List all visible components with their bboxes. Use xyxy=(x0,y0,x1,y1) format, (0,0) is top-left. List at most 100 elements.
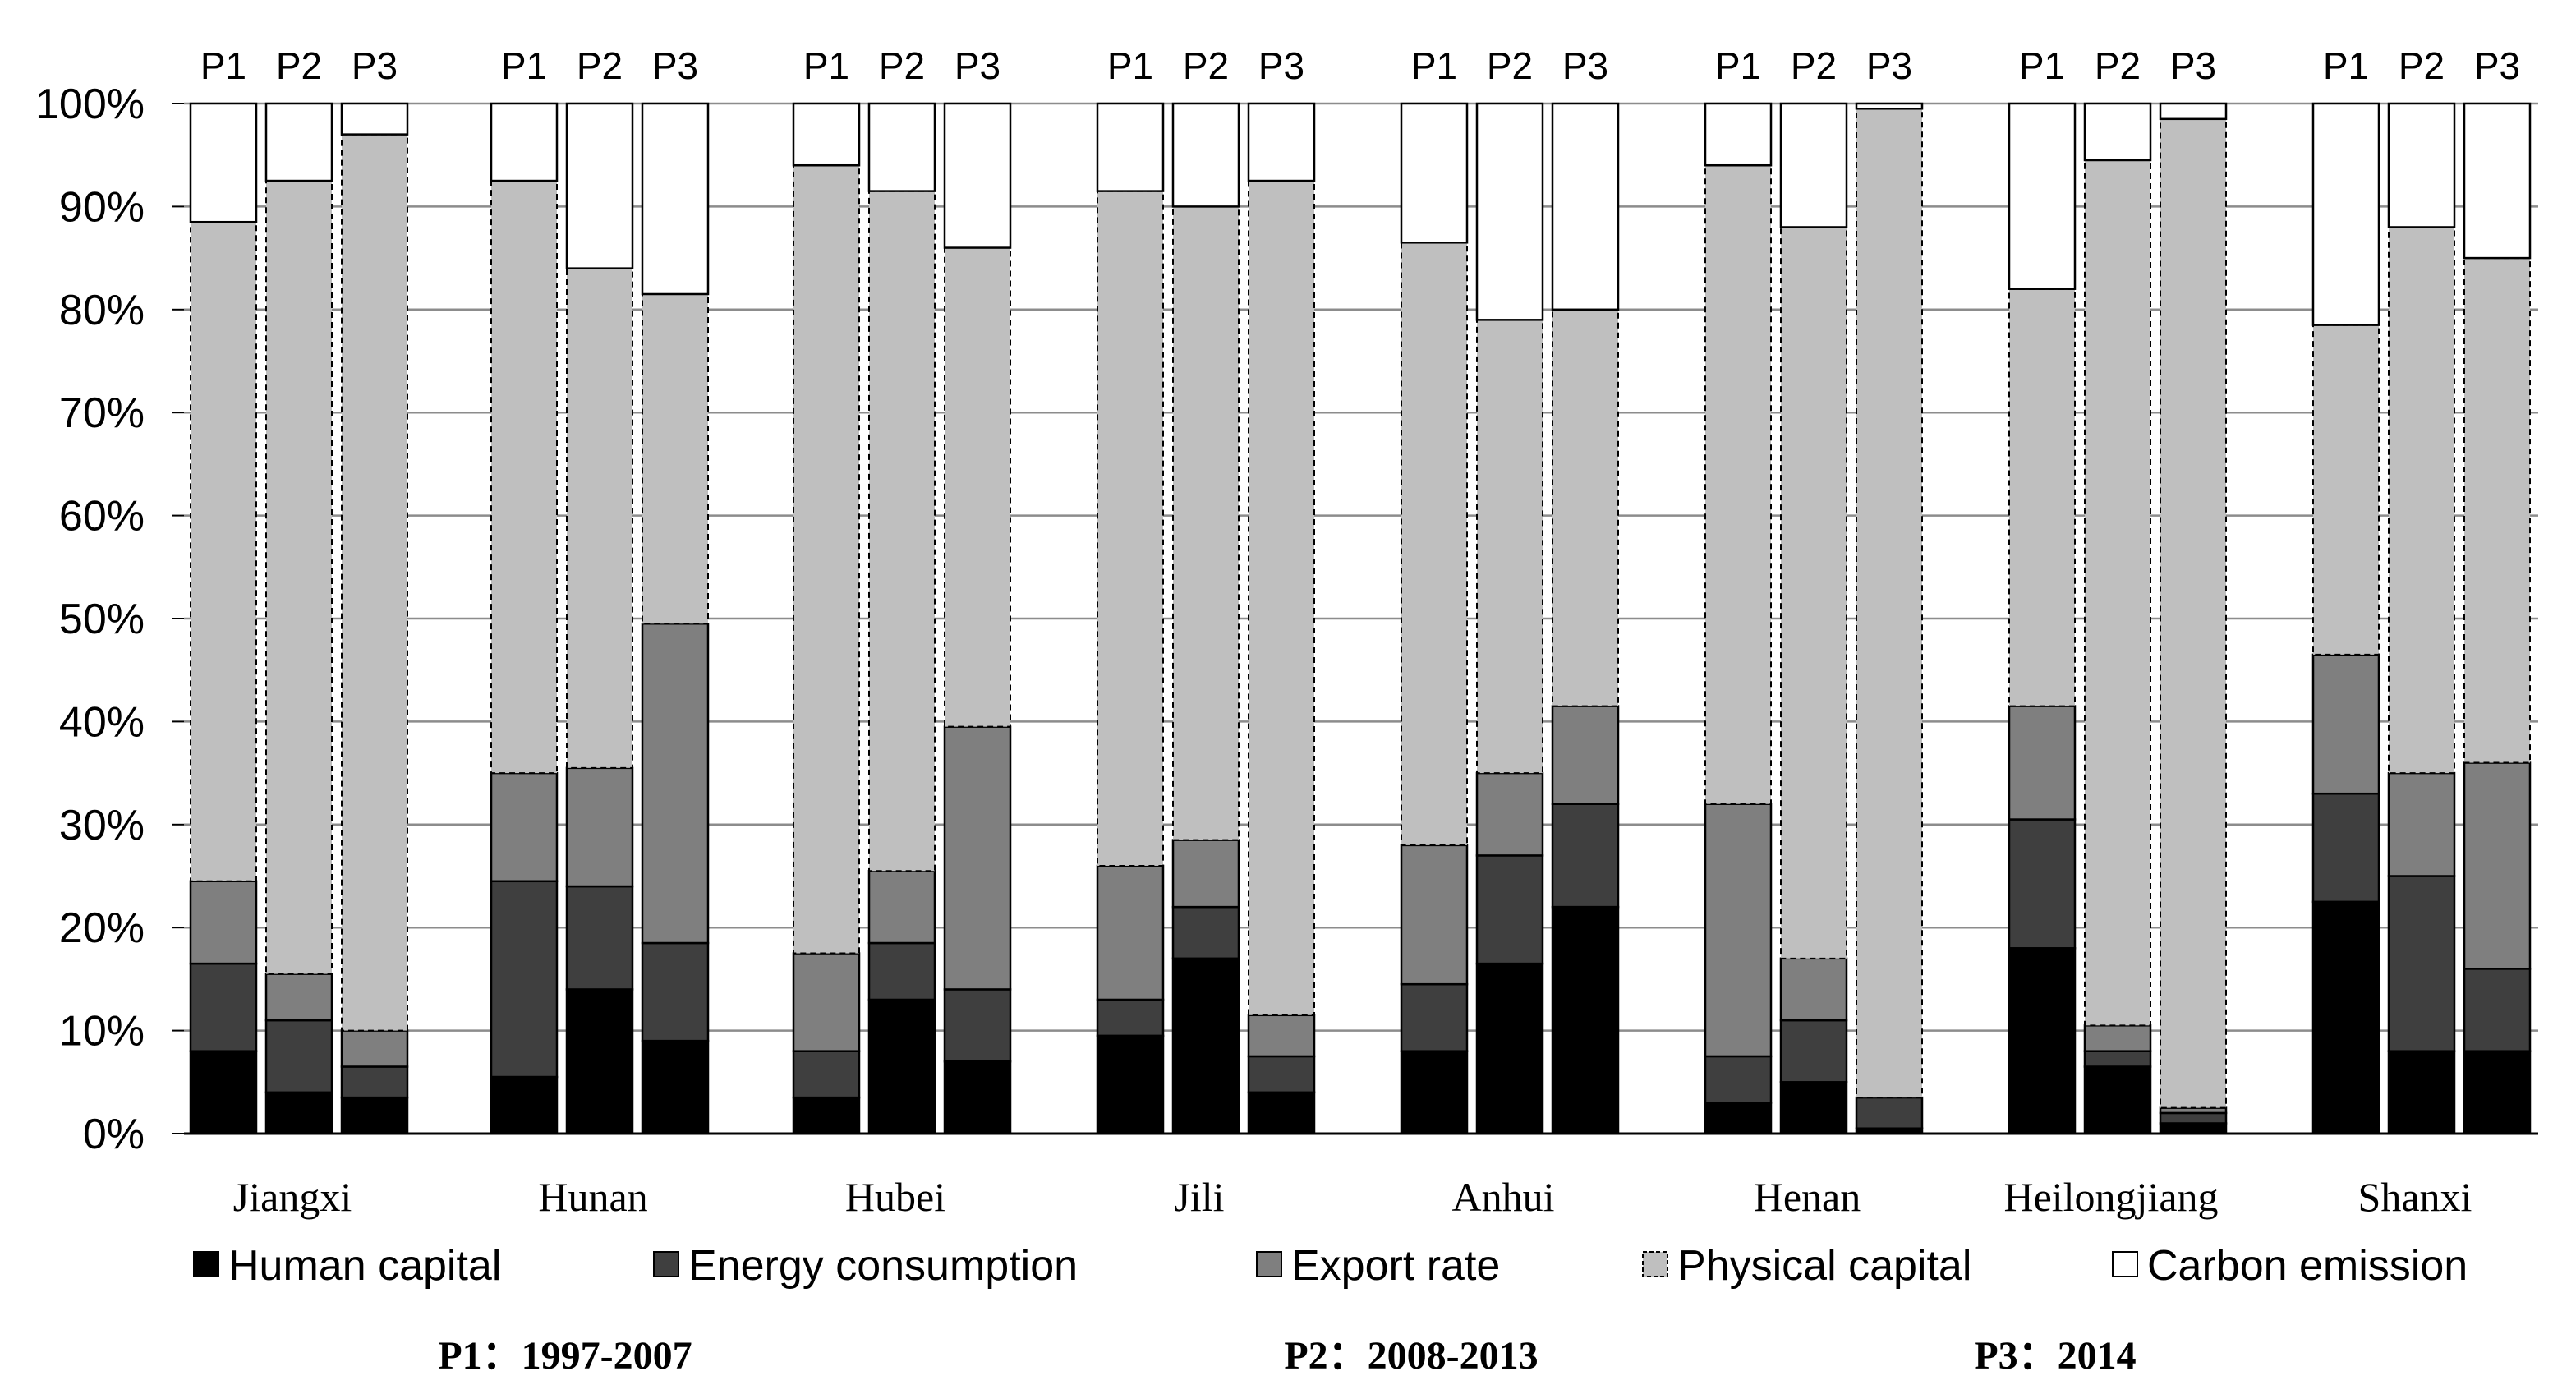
bar-segment-energy-consumption xyxy=(792,1050,861,1099)
bar-segment-physical-capital xyxy=(1476,319,1543,775)
bar-segment-carbon-emission xyxy=(1704,102,1773,167)
bar-segment-carbon-emission xyxy=(189,102,258,223)
bar-segment-carbon-emission xyxy=(2159,102,2228,121)
period-label: P3 xyxy=(2474,44,2520,87)
period-note: P2：2008-2013 xyxy=(1284,1334,1538,1378)
bar-segment-carbon-emission xyxy=(1475,102,1544,321)
bar-segment-energy-consumption xyxy=(1096,998,1165,1037)
bar-segment-physical-capital xyxy=(566,267,633,769)
bar-segment-carbon-emission xyxy=(1171,102,1240,208)
bar-segment-physical-capital xyxy=(341,133,408,1032)
period-label: P2 xyxy=(879,44,925,87)
legend-swatch xyxy=(1256,1251,1282,1277)
bar-segment-physical-capital xyxy=(2463,257,2531,764)
bar-segment-human-capital xyxy=(2463,1050,2532,1135)
x-tick-label: Jili xyxy=(1174,1174,1224,1220)
bar-segment-physical-capital xyxy=(1097,190,1164,867)
bar-segment-human-capital xyxy=(792,1096,861,1135)
period-label: P3 xyxy=(652,44,698,87)
bar-segment-export-rate xyxy=(792,952,861,1052)
bar-segment-physical-capital xyxy=(642,292,709,625)
bar-segment-export-rate xyxy=(1704,803,1773,1058)
period-notes: P1：1997-2007 P2：2008-2013 P3：2014 xyxy=(438,1334,2136,1378)
bar-segment-physical-capital xyxy=(1172,205,1240,841)
bar-segment-physical-capital xyxy=(2160,117,2227,1109)
bar-segment-human-capital xyxy=(641,1039,710,1135)
bar-segment-human-capital xyxy=(1779,1081,1848,1135)
bar-segment-carbon-emission xyxy=(867,102,936,192)
bar-segment-export-rate xyxy=(1400,844,1469,986)
period-label: P2 xyxy=(577,44,623,87)
bar-segment-human-capital xyxy=(2312,900,2380,1135)
y-tick-label: 90% xyxy=(59,183,145,231)
bar-segment-energy-consumption xyxy=(2312,792,2380,904)
period-label: P2 xyxy=(1487,44,1533,87)
legend-label: Human capital xyxy=(228,1242,501,1290)
period-label: P2 xyxy=(276,44,322,87)
bar-segment-human-capital xyxy=(1551,905,1620,1135)
y-tick-label: 30% xyxy=(59,802,145,849)
bar-segment-export-rate xyxy=(2008,705,2077,821)
bar-segment-energy-consumption xyxy=(1247,1055,1316,1094)
period-label: P3 xyxy=(2170,44,2216,87)
bar-segment-carbon-emission xyxy=(264,102,334,182)
bar-segment-carbon-emission xyxy=(1096,102,1165,192)
bar-segment-human-capital xyxy=(264,1091,334,1135)
bar-segment-energy-consumption xyxy=(340,1065,409,1099)
bar-segment-human-capital xyxy=(1704,1102,1773,1135)
period-label: P2 xyxy=(2399,44,2445,87)
period-label: P2 xyxy=(1791,44,1837,87)
bar-segment-carbon-emission xyxy=(2083,102,2152,162)
bar-segment-energy-consumption xyxy=(2008,818,2077,950)
bar-segment-energy-consumption xyxy=(2083,1050,2152,1068)
bar-segment-human-capital xyxy=(2083,1065,2152,1135)
period-label: P3 xyxy=(954,44,1000,87)
bar-segment-carbon-emission xyxy=(565,102,634,269)
bar-segment-physical-capital xyxy=(2084,159,2151,1027)
bar-segment-export-rate xyxy=(641,623,710,945)
bar-segment-human-capital xyxy=(1400,1050,1469,1135)
period-label: P2 xyxy=(2095,44,2141,87)
bar-segment-export-rate xyxy=(943,725,1012,991)
x-axis-region-labels: Jiangxi Hunan Hubei Jili Anhui Henan Heilongji… xyxy=(233,1174,2472,1220)
period-label: P3 xyxy=(1562,44,1608,87)
bar-segment-energy-consumption xyxy=(1551,803,1620,909)
bar-segment-carbon-emission xyxy=(1400,102,1469,244)
bar-segment-physical-capital xyxy=(265,180,333,975)
bar-segment-energy-consumption xyxy=(565,885,634,991)
bar-segment-export-rate xyxy=(189,880,258,965)
period-label: P3 xyxy=(1866,44,1912,87)
bar-segment-export-rate xyxy=(340,1029,409,1068)
bar-segment-carbon-emission xyxy=(490,102,559,182)
bar-segment-physical-capital xyxy=(490,180,558,775)
bar-segment-export-rate xyxy=(2083,1024,2152,1052)
bar-segment-human-capital xyxy=(340,1096,409,1135)
x-tick-label: Henan xyxy=(1754,1174,1861,1220)
bar-segment-human-capital xyxy=(565,988,634,1135)
bars xyxy=(189,102,2532,1135)
bar-segment-energy-consumption xyxy=(1400,982,1469,1052)
bar-segment-export-rate xyxy=(565,766,634,888)
bar-segment-physical-capital xyxy=(1552,308,1619,707)
legend-label: Export rate xyxy=(1291,1242,1500,1290)
bar-segment-export-rate xyxy=(1779,957,1848,1022)
bar-segment-carbon-emission xyxy=(2008,102,2077,290)
bar-segment-carbon-emission xyxy=(641,102,710,296)
bar-segment-carbon-emission xyxy=(1551,102,1620,311)
bar-segment-human-capital xyxy=(2008,947,2077,1135)
bar-segment-human-capital xyxy=(490,1075,559,1135)
y-tick-label: 20% xyxy=(59,904,145,952)
period-note: P3：2014 xyxy=(1974,1334,2136,1378)
bar-segment-energy-consumption xyxy=(1171,905,1240,960)
bar-segment-carbon-emission xyxy=(2463,102,2532,260)
bar-segment-physical-capital xyxy=(2388,226,2455,775)
legend-swatch xyxy=(2112,1251,2138,1277)
bar-segment-physical-capital xyxy=(1248,180,1315,1016)
bar-segment-carbon-emission xyxy=(1247,102,1316,182)
bar-segment-physical-capital xyxy=(793,164,860,955)
bar-segment-physical-capital xyxy=(2008,288,2076,707)
bar-segment-human-capital xyxy=(1475,962,1544,1135)
bar-segment-export-rate xyxy=(1475,771,1544,857)
bar-segment-physical-capital xyxy=(1704,164,1772,805)
